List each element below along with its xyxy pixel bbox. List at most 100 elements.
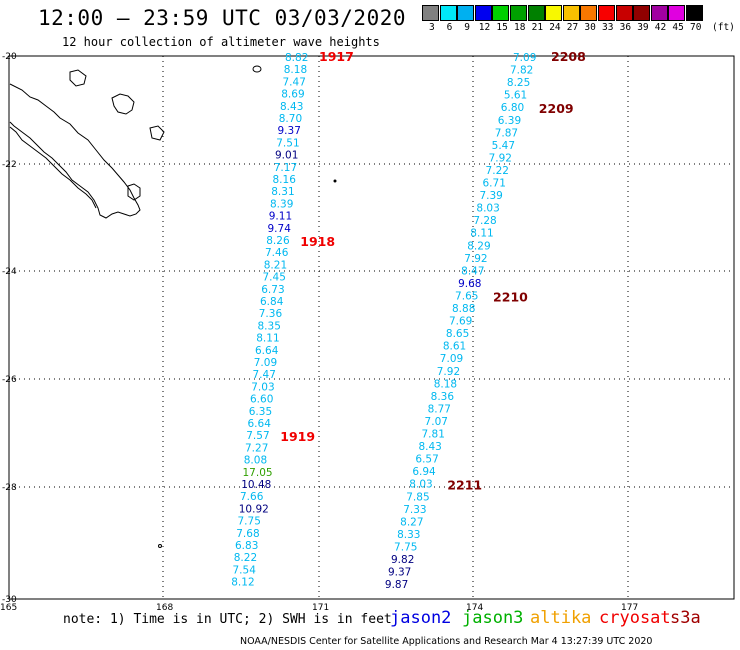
west-track: 8.828.187.478.698.438.709.377.519.017.17… [231, 49, 354, 589]
swh-value: 8.22 [234, 552, 257, 564]
satellite-jason3: jason3 [462, 608, 524, 628]
islet [158, 544, 162, 548]
isle-of-pines [127, 183, 141, 201]
legend-swatch-45 [668, 5, 686, 21]
swh-value: 9.01 [275, 150, 298, 162]
swh-value: 9.37 [388, 567, 411, 579]
mare-island [149, 125, 165, 141]
legend-label: 3 [429, 22, 435, 33]
swh-value: 8.33 [397, 529, 420, 541]
swh-value: 7.47 [253, 369, 276, 381]
swh-value: 8.69 [281, 89, 304, 101]
swh-value: 8.47 [461, 265, 484, 277]
lat-label: -22 [2, 160, 17, 170]
legend-label: 9 [464, 22, 470, 33]
legend-swatch-36 [615, 5, 633, 21]
swh-value: 8.11 [256, 333, 279, 345]
islet [252, 65, 262, 73]
swh-value: 8.43 [418, 441, 441, 453]
legend-swatch-30 [580, 5, 598, 21]
lat-label: -30 [2, 595, 17, 605]
swh-value: 7.65 [455, 290, 478, 302]
ouvea-island [69, 69, 87, 87]
swh-value: 6.35 [249, 406, 272, 418]
swh-value: 9.37 [278, 125, 301, 137]
legend-swatch-42 [650, 5, 668, 21]
lon-label: 171 [312, 603, 329, 613]
swh-value: 8.82 [285, 52, 308, 64]
lon-label: 174 [466, 603, 483, 613]
legend-label: 36 [619, 22, 632, 33]
lat-label: -24 [2, 267, 17, 277]
swh-value: 8.11 [470, 228, 493, 240]
swh-value: 8.65 [446, 328, 469, 340]
swh-value: 7.69 [449, 316, 472, 328]
swh-value: 7.82 [510, 65, 533, 77]
swh-value: 7.45 [263, 272, 286, 284]
swh-value: 7.51 [276, 137, 299, 149]
swh-value: 8.27 [400, 516, 423, 528]
legend-swatch-6 [439, 5, 457, 21]
legend-swatch-24 [545, 5, 563, 21]
pass-number: 2209 [539, 101, 574, 116]
swh-value: 8.77 [428, 403, 451, 415]
swh-value: 7.81 [422, 429, 445, 441]
legend-label: 15 [496, 22, 508, 33]
lon-label: 165 [0, 603, 17, 613]
swh-value: 6.94 [412, 466, 436, 478]
swh-value: 8.03 [409, 479, 432, 491]
legend-swatch-27 [562, 5, 580, 21]
swh-value: 7.09 [440, 353, 463, 365]
swh-value: 17.05 [243, 467, 273, 479]
legend-swatch-3 [422, 5, 439, 21]
swh-value: 8.88 [452, 303, 475, 315]
lon-label: 177 [621, 603, 638, 613]
legend-swatch-18 [509, 5, 527, 21]
legend-label: 33 [602, 22, 614, 33]
swh-value: 7.36 [259, 308, 283, 320]
pass-number: 1917 [319, 49, 354, 64]
legend-label: 18 [514, 22, 526, 33]
legend-label: 42 [654, 22, 667, 33]
grid-lines [9, 56, 734, 599]
swh-value: 9.68 [458, 278, 481, 290]
credit-line: NOAA/NESDIS Center for Satellite Applica… [240, 636, 653, 647]
swh-value: 8.29 [467, 240, 490, 252]
satellite-jason2: jason2 [390, 608, 452, 628]
grande-terre-coast [9, 83, 141, 219]
swh-value: 8.36 [431, 391, 455, 403]
swh-value: 5.47 [492, 140, 515, 152]
swh-value: 6.60 [250, 394, 273, 406]
swh-value: 7.03 [251, 381, 274, 393]
map-frame [8, 55, 735, 600]
swh-value: 8.70 [279, 113, 302, 125]
footer-note: note: 1) Time is in UTC; 2) SWH is in fe… [63, 612, 392, 627]
swh-value: 5.61 [504, 90, 527, 102]
legend-label: 6 [446, 22, 453, 33]
legend-swatch-39 [633, 5, 651, 21]
legend-unit: (ft) [712, 22, 735, 33]
legend-swatch-33 [597, 5, 615, 21]
swh-value: 7.39 [479, 190, 502, 202]
satellite-s3a: s3a [670, 608, 701, 628]
swh-value: 7.28 [473, 215, 496, 227]
legend-swatch-70 [685, 5, 703, 21]
swh-value: 7.54 [233, 564, 257, 576]
swh-value: 6.57 [415, 454, 438, 466]
legend-swatch-21 [527, 5, 545, 21]
longitude-labels: 165 168 171 174 177 [0, 603, 638, 613]
reef-line [9, 126, 97, 209]
swh-value: 8.03 [476, 203, 499, 215]
swh-value: 8.26 [266, 235, 290, 247]
swh-value: 7.75 [394, 541, 417, 553]
page-title: 12:00 – 23:59 UTC 03/03/2020 [38, 6, 407, 30]
page-subtitle: 12 hour collection of altimeter wave hei… [62, 35, 380, 49]
swh-value: 7.87 [495, 127, 518, 139]
lon-label: 168 [156, 603, 173, 613]
swh-value: 6.39 [498, 115, 521, 127]
lat-label: -26 [2, 375, 17, 385]
new-caledonia-coastline [9, 65, 337, 548]
swh-value: 8.25 [507, 77, 530, 89]
swh-value: 7.66 [240, 491, 264, 503]
